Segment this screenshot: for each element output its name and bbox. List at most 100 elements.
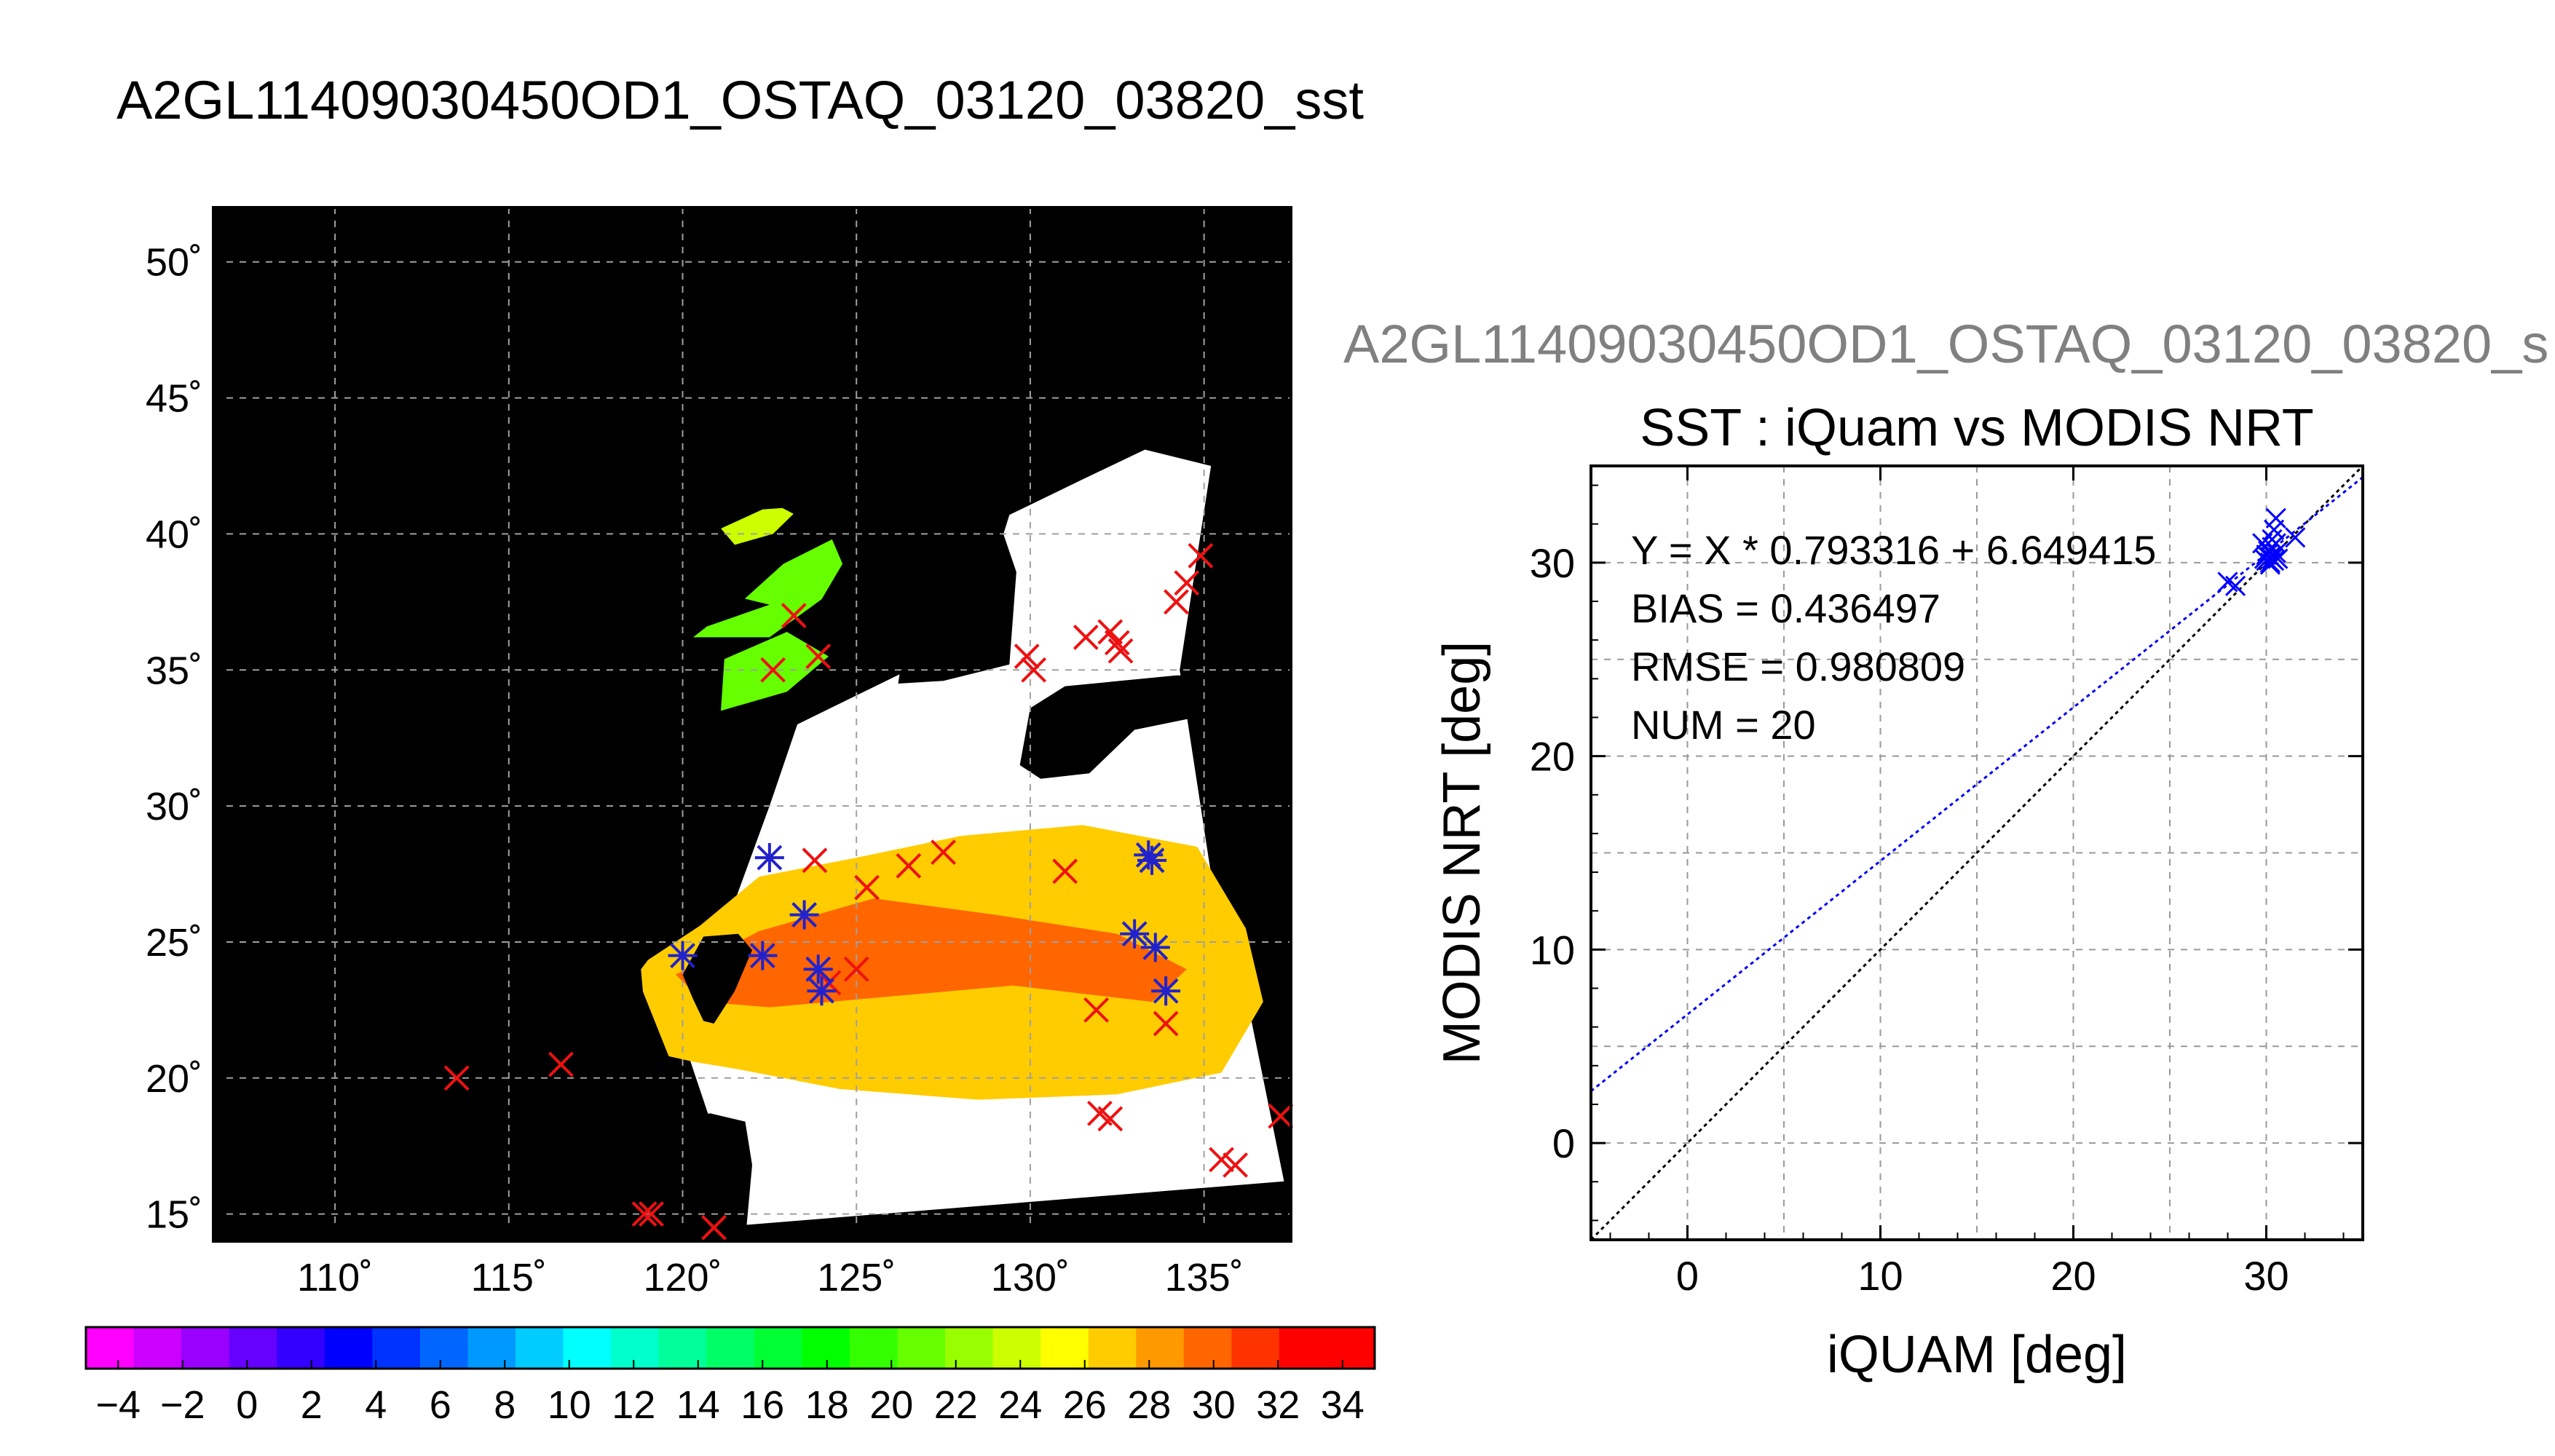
map-marker-blue-0: [668, 941, 698, 970]
map-x-tick-label-4: 130˚: [991, 1256, 1070, 1299]
colorbar-cell-22: [1136, 1327, 1185, 1369]
map-marker-red-28: [1209, 1147, 1234, 1173]
scatter-point-11: [2265, 542, 2286, 563]
map-marker-red-26-stroke-b: [1087, 1100, 1113, 1126]
colorbar-cell-8: [467, 1327, 516, 1369]
map-marker-red-21-stroke-b: [1174, 570, 1200, 596]
map-marker-red-22-stroke-b: [1164, 589, 1189, 615]
colorbar-cell-15: [802, 1327, 850, 1369]
map-marker-red-16: [1073, 625, 1099, 650]
scatter-point-16-stroke-b: [2254, 548, 2275, 569]
scatter-point-1: [2225, 575, 2246, 596]
colorbar-cell-0: [86, 1327, 135, 1369]
map-marker-red-7-stroke-b: [805, 644, 832, 669]
map-marker-red-28-stroke-b: [1209, 1147, 1234, 1173]
colorbar-cell-3: [229, 1327, 277, 1369]
map-marker-red-13-stroke-b: [843, 956, 869, 982]
map-marker-red-3: [639, 1201, 664, 1227]
map-y-tick-label-4: 35˚: [146, 649, 202, 692]
colorbar-label-2: 0: [236, 1383, 258, 1427]
map-marker-red-21: [1174, 570, 1200, 596]
map-marker-red-24: [1083, 997, 1110, 1023]
scatter-y-tick-label-1: 10: [1530, 927, 1575, 973]
colorbar-label-15: 26: [1063, 1383, 1107, 1427]
scatter-stat-0: Y = X * 0.793316 + 6.649415: [1631, 527, 2156, 573]
colorbar-label-10: 16: [741, 1383, 784, 1427]
scatter-point-0-stroke-b: [2217, 571, 2238, 593]
scatter-y-axis-label: MODIS NRT [deg]: [1433, 641, 1491, 1065]
map-marker-red-11: [931, 839, 956, 866]
scatter-point-16: [2254, 548, 2275, 569]
map-marker-red-14-stroke-b: [1014, 644, 1040, 669]
map-marker-red-1: [548, 1051, 574, 1077]
scatter-point-18-stroke-b: [2285, 527, 2306, 548]
map-marker-red-15-stroke-b: [1021, 657, 1047, 683]
map-y-tick-label-3: 30˚: [146, 785, 202, 828]
colorbar-cell-9: [516, 1327, 564, 1369]
map-marker-red-8-stroke-b: [802, 847, 828, 874]
colorbar-label-0: −4: [95, 1383, 141, 1427]
map-marker-red-9-stroke-b: [854, 874, 880, 901]
map-marker-red-29-stroke-b: [1223, 1152, 1249, 1178]
scatter-subtitle: A2GL11409030450OD1_OSTAQ_03120_03820_s: [1343, 314, 2549, 374]
map-marker-red-0-stroke-b: [443, 1065, 470, 1091]
colorbar-cell-24: [1231, 1327, 1280, 1369]
map-y-tick-label-1: 20˚: [146, 1057, 202, 1101]
colorbar-label-14: 24: [998, 1383, 1042, 1427]
colorbar-cell-25: [1279, 1327, 1327, 1369]
land-luzon: [682, 1113, 752, 1241]
map-marker-red-16-stroke-b: [1073, 625, 1099, 650]
map-marker-red-23: [1052, 858, 1078, 885]
land-japan: [1019, 675, 1215, 779]
map-marker-red-27-stroke-b: [1097, 1106, 1124, 1132]
colorbar-cell-7: [419, 1327, 468, 1369]
scatter-y-tick-label-0: 0: [1552, 1120, 1575, 1166]
map-frame: [212, 206, 1292, 1243]
colorbar-cell-26: [1327, 1327, 1375, 1369]
scatter-x-tick-label-1: 10: [1857, 1253, 1903, 1299]
scatter-point-1-stroke-b: [2225, 575, 2246, 596]
map-marker-red-5: [760, 657, 786, 683]
scatter-x-tick-label-2: 20: [2050, 1253, 2096, 1299]
map-marker-red-15: [1021, 657, 1047, 683]
map-marker-red-5-stroke-b: [760, 657, 786, 683]
land-korea: [866, 490, 1016, 684]
map-marker-red-9: [854, 874, 880, 901]
colorbar-cell-11: [611, 1327, 660, 1369]
scatter-stat-2: RMSE = 0.980809: [1631, 644, 1965, 689]
map-marker-red-29: [1223, 1152, 1249, 1178]
scatter-y-tick-label-3: 30: [1530, 540, 1575, 586]
map-marker-red-3-stroke-b: [639, 1201, 664, 1227]
colorbar-cell-4: [277, 1327, 325, 1369]
scatter-x-axis-label: iQUAM [deg]: [1827, 1326, 2127, 1384]
map-marker-red-19: [1107, 638, 1134, 664]
map-marker-red-30: [1268, 1103, 1294, 1129]
colorbar-label-1: −2: [160, 1383, 205, 1427]
colorbar-label-4: 4: [365, 1383, 387, 1427]
scatter-y-tick-label-2: 20: [1530, 734, 1575, 780]
colorbar-label-16: 28: [1127, 1383, 1171, 1427]
map-y-tick-label-0: 15˚: [146, 1193, 202, 1237]
colorbar-cell-19: [992, 1327, 1041, 1369]
colorbar-label-12: 20: [869, 1383, 913, 1427]
colorbar-cell-2: [181, 1327, 230, 1369]
colorbar-label-6: 8: [494, 1383, 516, 1427]
scatter-title: SST : iQuam vs MODIS NRT: [1640, 399, 2314, 457]
map-marker-red-6: [781, 603, 807, 628]
map-marker-red-8: [802, 847, 828, 874]
colorbar-cell-10: [563, 1327, 612, 1369]
map-marker-red-17: [1097, 619, 1124, 645]
land-taiwan: [682, 933, 752, 1024]
map-marker-red-18: [1104, 630, 1130, 656]
map-marker-red-4: [701, 1214, 727, 1241]
scatter-x-tick-label-3: 30: [2243, 1253, 2289, 1299]
map-marker-blue-4: [803, 954, 833, 984]
map-marker-red-13: [843, 956, 869, 982]
map-marker-red-4-stroke-b: [701, 1214, 727, 1241]
colorbar-cell-17: [897, 1327, 946, 1369]
map-marker-red-23-stroke-b: [1052, 858, 1078, 885]
page-title: A2GL11409030450OD1_OSTAQ_03120_03820_sst: [117, 70, 1364, 130]
